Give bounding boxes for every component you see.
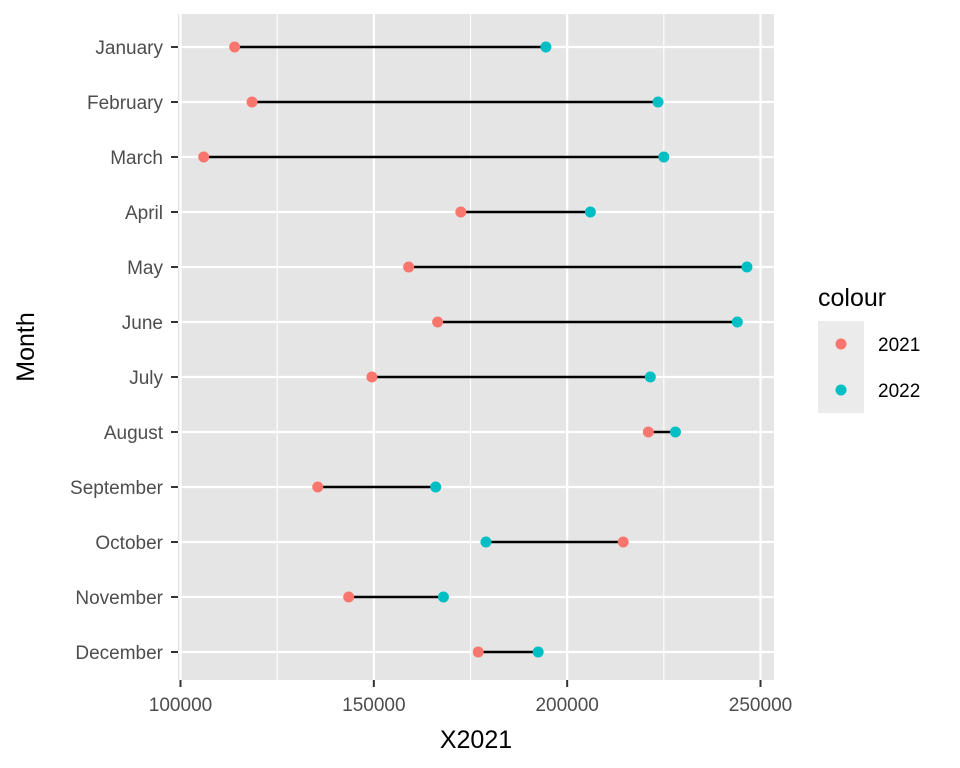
point-2022-march <box>658 151 670 163</box>
y-tick-label: March <box>110 148 163 169</box>
y-tick-label: June <box>122 313 163 334</box>
y-tick-label: December <box>75 643 163 664</box>
x-tick-label: 200000 <box>535 695 598 716</box>
y-tick-label: April <box>125 203 163 224</box>
y-axis-title: Month <box>12 312 40 381</box>
point-2021-april <box>455 206 467 218</box>
plot-panel <box>178 14 774 680</box>
y-tick-label: September <box>70 478 164 499</box>
x-tick-label: 250000 <box>729 695 792 716</box>
point-2021-july <box>366 371 378 383</box>
point-2021-june <box>432 316 444 328</box>
y-tick-label: January <box>95 38 163 59</box>
point-2021-february <box>246 96 258 108</box>
legend-key-2021 <box>835 338 847 350</box>
legend-label-2021: 2021 <box>878 335 920 356</box>
legend-key-2022 <box>835 384 847 396</box>
point-2021-september <box>312 481 324 493</box>
x-axis-title: X2021 <box>440 726 512 754</box>
point-2022-september <box>430 481 442 493</box>
y-tick-label: October <box>95 533 163 554</box>
y-tick-label: February <box>87 93 164 114</box>
point-2021-january <box>229 41 241 53</box>
point-2021-august <box>642 426 654 438</box>
legend-label-2022: 2022 <box>878 381 920 402</box>
points-layer <box>198 41 753 658</box>
point-2021-may <box>403 261 415 273</box>
point-2022-july <box>644 371 656 383</box>
point-2022-may <box>741 261 753 273</box>
point-2022-august <box>669 426 681 438</box>
point-2021-march <box>198 151 210 163</box>
point-2021-october <box>617 536 629 548</box>
point-2022-april <box>584 206 596 218</box>
y-axis: January February March April May June July Augu… <box>70 38 178 664</box>
x-tick-label: 150000 <box>342 695 405 716</box>
y-tick-label: July <box>129 368 163 389</box>
y-tick-label: November <box>75 588 163 609</box>
segments-layer <box>203 45 747 654</box>
point-2022-october <box>480 536 492 548</box>
point-2022-june <box>731 316 743 328</box>
point-2022-january <box>540 41 552 53</box>
y-tick-label: August <box>104 423 164 444</box>
point-2022-february <box>652 96 664 108</box>
point-2022-november <box>437 591 449 603</box>
point-2021-december <box>472 646 484 658</box>
y-tick-label: May <box>127 258 163 279</box>
point-2021-november <box>343 591 355 603</box>
x-axis: 100000 150000 200000 250000 <box>149 680 792 716</box>
x-tick-label: 100000 <box>149 695 212 716</box>
point-2022-december <box>532 646 544 658</box>
legend: colour 2021 2022 <box>818 284 920 413</box>
legend-title: colour <box>818 284 886 312</box>
